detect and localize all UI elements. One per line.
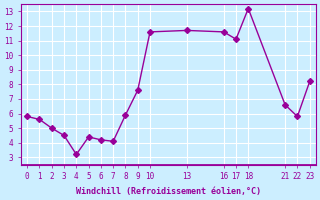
X-axis label: Windchill (Refroidissement éolien,°C): Windchill (Refroidissement éolien,°C) (76, 187, 261, 196)
